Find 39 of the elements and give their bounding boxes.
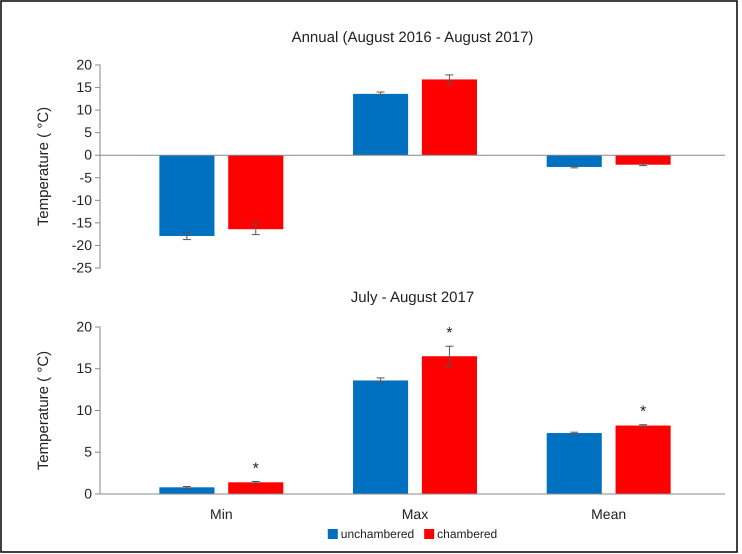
bar bbox=[159, 487, 214, 494]
y-tick-label: 10 bbox=[76, 402, 92, 418]
y-tick-label: 15 bbox=[76, 360, 92, 376]
y-tick-label: 5 bbox=[84, 444, 92, 460]
x-tick-label: Max bbox=[402, 506, 428, 522]
bar bbox=[616, 155, 671, 165]
bar bbox=[228, 155, 284, 230]
y-tick-label: -25 bbox=[72, 259, 92, 276]
y-tick-label: 0 bbox=[84, 146, 92, 163]
y-tick-label: 0 bbox=[84, 485, 92, 502]
y-axis-title: Temperature ( °C) bbox=[35, 350, 52, 470]
bar bbox=[616, 426, 671, 494]
y-tick-label: 20 bbox=[76, 56, 92, 72]
x-tick-label: Mean bbox=[591, 506, 626, 522]
y-tick-label: -10 bbox=[72, 192, 92, 208]
bar bbox=[159, 155, 214, 236]
bar bbox=[546, 433, 602, 494]
y-tick-label: 10 bbox=[76, 102, 92, 118]
annotation: * bbox=[252, 460, 259, 478]
y-tick-label: 15 bbox=[76, 79, 92, 96]
y-axis-title: Temperature ( °C) bbox=[35, 106, 52, 226]
legend-label: chambered bbox=[437, 527, 498, 541]
bar bbox=[353, 94, 408, 156]
bar bbox=[228, 482, 284, 494]
annotation: * bbox=[446, 325, 453, 342]
y-tick-label: 5 bbox=[84, 124, 92, 140]
y-tick-label: -15 bbox=[72, 214, 92, 230]
y-tick-label: 20 bbox=[76, 318, 92, 334]
chart-title: Annual (August 2016 - August 2017) bbox=[292, 29, 534, 46]
bar bbox=[546, 155, 602, 167]
legend-label: unchambered bbox=[340, 527, 414, 541]
bar bbox=[422, 79, 477, 156]
y-tick-label: -20 bbox=[72, 236, 92, 253]
bar bbox=[353, 380, 408, 494]
bar bbox=[422, 356, 477, 494]
x-tick-label: Min bbox=[210, 506, 233, 522]
y-tick-label: -5 bbox=[80, 169, 92, 186]
annotation: * bbox=[640, 404, 646, 421]
chart-title: July - August 2017 bbox=[350, 289, 474, 306]
